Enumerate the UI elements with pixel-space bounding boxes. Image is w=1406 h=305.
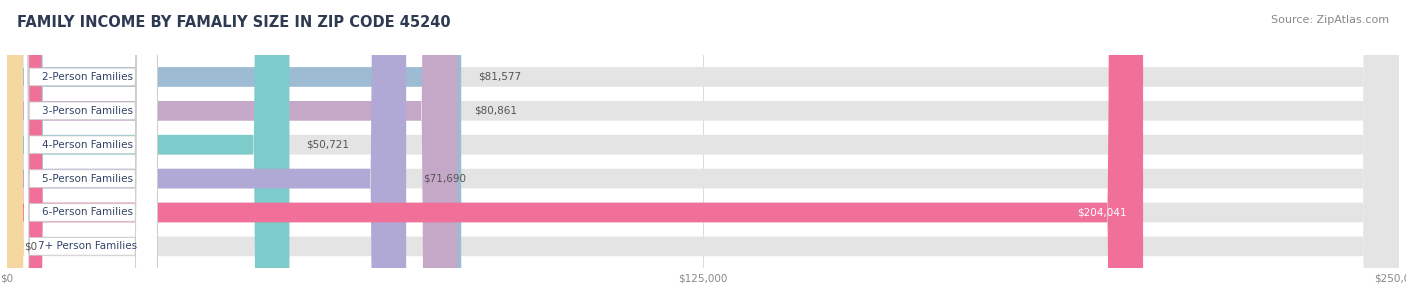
FancyBboxPatch shape: [7, 0, 157, 305]
FancyBboxPatch shape: [7, 0, 157, 305]
FancyBboxPatch shape: [7, 0, 290, 305]
FancyBboxPatch shape: [7, 0, 1399, 305]
Text: FAMILY INCOME BY FAMALIY SIZE IN ZIP CODE 45240: FAMILY INCOME BY FAMALIY SIZE IN ZIP COD…: [17, 15, 450, 30]
Text: $81,577: $81,577: [478, 72, 522, 82]
FancyBboxPatch shape: [7, 0, 406, 305]
FancyBboxPatch shape: [7, 0, 1399, 305]
FancyBboxPatch shape: [7, 0, 1399, 305]
FancyBboxPatch shape: [7, 0, 461, 305]
FancyBboxPatch shape: [6, 0, 24, 305]
Text: 2-Person Families: 2-Person Families: [42, 72, 134, 82]
Text: $0: $0: [24, 241, 37, 251]
FancyBboxPatch shape: [7, 0, 157, 305]
FancyBboxPatch shape: [7, 0, 457, 305]
FancyBboxPatch shape: [7, 0, 157, 305]
Text: 6-Person Families: 6-Person Families: [42, 207, 134, 217]
Text: $50,721: $50,721: [307, 140, 349, 150]
Text: 4-Person Families: 4-Person Families: [42, 140, 134, 150]
FancyBboxPatch shape: [7, 0, 1399, 305]
Text: $80,861: $80,861: [474, 106, 517, 116]
FancyBboxPatch shape: [6, 0, 24, 305]
FancyBboxPatch shape: [7, 0, 157, 305]
FancyBboxPatch shape: [7, 0, 157, 305]
Text: 7+ Person Families: 7+ Person Families: [38, 241, 138, 251]
FancyBboxPatch shape: [6, 0, 24, 305]
Text: $71,690: $71,690: [423, 174, 465, 184]
FancyBboxPatch shape: [7, 0, 1399, 305]
FancyBboxPatch shape: [6, 0, 24, 305]
Text: 5-Person Families: 5-Person Families: [42, 174, 134, 184]
FancyBboxPatch shape: [6, 0, 24, 305]
FancyBboxPatch shape: [7, 0, 1399, 305]
Text: Source: ZipAtlas.com: Source: ZipAtlas.com: [1271, 15, 1389, 25]
Text: $204,041: $204,041: [1077, 207, 1126, 217]
FancyBboxPatch shape: [7, 0, 1143, 305]
FancyBboxPatch shape: [6, 0, 24, 305]
Text: 3-Person Families: 3-Person Families: [42, 106, 134, 116]
